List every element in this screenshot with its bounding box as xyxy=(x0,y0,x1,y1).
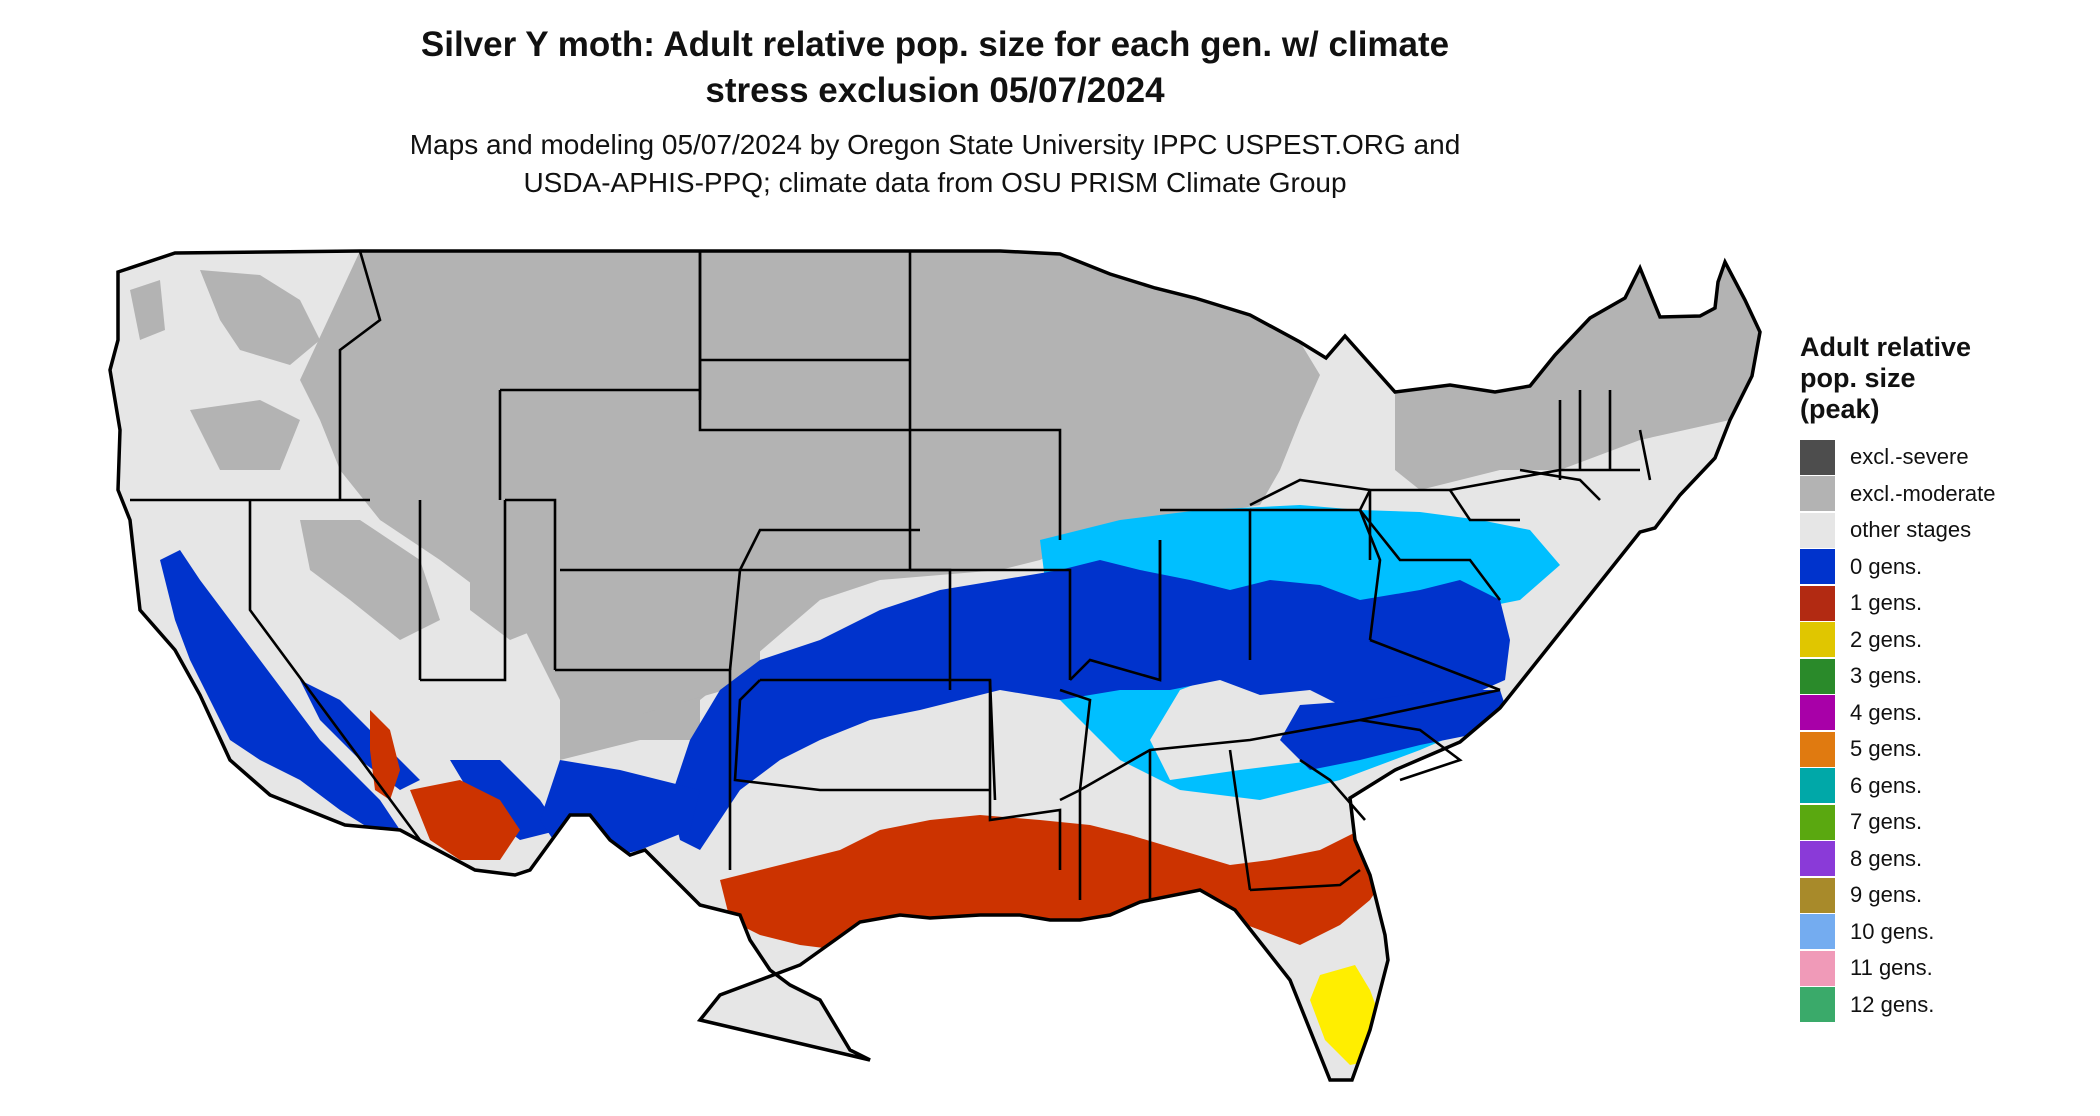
legend-swatch xyxy=(1800,476,1835,512)
subtitle-line-1: Maps and modeling 05/07/2024 by Oregon S… xyxy=(409,129,1461,160)
legend-label: 9 gens. xyxy=(1850,882,1923,908)
legend-swatch xyxy=(1800,914,1835,950)
legend-row: 3 gens. xyxy=(1800,658,2090,695)
legend-row: 4 gens. xyxy=(1800,695,2090,732)
legend-title: Adult relative pop. size (peak) xyxy=(1800,332,2090,425)
legend-label: 3 gens. xyxy=(1850,663,1923,689)
excl-moderate-southwest xyxy=(560,600,760,720)
state-borders xyxy=(130,249,1652,900)
legend-label: 4 gens. xyxy=(1850,699,1923,725)
legend-row: 9 gens. xyxy=(1800,877,2090,914)
legend: Adult relative pop. size (peak) excl.-se… xyxy=(1800,332,2090,1023)
legend-label: excl.-severe xyxy=(1850,444,1969,470)
zero-gens-southeast xyxy=(1280,690,1510,770)
legend-swatch xyxy=(1800,622,1835,658)
legend-swatch xyxy=(1800,841,1835,877)
legend-row: other stages xyxy=(1800,512,2090,549)
one-gen-arizona xyxy=(410,780,520,860)
legend-row: 11 gens. xyxy=(1800,950,2090,987)
legend-row: 2 gens. xyxy=(1800,622,2090,659)
legend-row: 5 gens. xyxy=(1800,731,2090,768)
legend-label: 12 gens. xyxy=(1850,991,1935,1017)
title-line-1: Silver Y moth: Adult relative pop. size … xyxy=(420,25,1450,64)
legend-label: other stages xyxy=(1850,517,1972,543)
legend-label: 11 gens. xyxy=(1850,955,1933,981)
legend-swatch xyxy=(1800,950,1835,986)
legend-swatch xyxy=(1800,804,1835,840)
legend-swatch xyxy=(1800,731,1835,767)
legend-label: 2 gens. xyxy=(1850,626,1923,652)
legend-label: 7 gens. xyxy=(1850,809,1923,835)
legend-swatch xyxy=(1800,512,1835,548)
legend-swatch xyxy=(1800,658,1835,694)
zero-gens-california xyxy=(160,550,400,835)
map-title: Silver Y moth: Adult relative pop. size … xyxy=(0,22,1870,114)
legend-label: 5 gens. xyxy=(1850,736,1923,762)
zero-gens-central xyxy=(670,560,1510,850)
legend-swatch xyxy=(1800,987,1835,1023)
legend-title-line-2: pop. size xyxy=(1800,363,1916,393)
legend-swatch xyxy=(1800,695,1835,731)
excl-moderate-nevada xyxy=(300,520,560,640)
legend-row: 1 gens. xyxy=(1800,585,2090,622)
legend-label: 1 gens. xyxy=(1850,590,1923,616)
excl-moderate-pnw-patches xyxy=(130,270,320,470)
legend-row: 10 gens. xyxy=(1800,914,2090,951)
legend-swatch xyxy=(1800,585,1835,621)
title-line-2: stress exclusion 05/07/2024 xyxy=(705,71,1165,110)
legend-swatch xyxy=(1800,549,1835,585)
legend-label: 6 gens. xyxy=(1850,772,1923,798)
subtitle-line-2: USDA-APHIS-PPQ; climate data from OSU PR… xyxy=(523,167,1347,198)
legend-swatch xyxy=(1800,877,1835,913)
legend-row: excl.-moderate xyxy=(1800,476,2090,513)
legend-row: 7 gens. xyxy=(1800,804,2090,841)
legend-row: 8 gens. xyxy=(1800,841,2090,878)
legend-swatch xyxy=(1800,768,1835,804)
one-gen-lowercolorado xyxy=(370,710,400,800)
excl-moderate-northeast xyxy=(1395,262,1760,490)
legend-title-line-1: Adult relative xyxy=(1800,332,1972,362)
map-subtitle: Maps and modeling 05/07/2024 by Oregon S… xyxy=(0,126,1870,202)
legend-title-line-3: (peak) xyxy=(1800,394,1880,424)
legend-label: 10 gens. xyxy=(1850,918,1935,944)
legend-swatch xyxy=(1800,439,1835,475)
legend-row: 0 gens. xyxy=(1800,549,2090,586)
legend-label: 0 gens. xyxy=(1850,553,1923,579)
legend-label: 8 gens. xyxy=(1850,845,1923,871)
legend-items: excl.-severe excl.-moderate other stages 0 … xyxy=(1800,439,2090,1023)
us-map xyxy=(108,249,1762,1082)
legend-label: excl.-moderate xyxy=(1850,480,1996,506)
legend-row: 6 gens. xyxy=(1800,768,2090,805)
legend-row: 12 gens. xyxy=(1800,987,2090,1024)
legend-row: excl.-severe xyxy=(1800,439,2090,476)
